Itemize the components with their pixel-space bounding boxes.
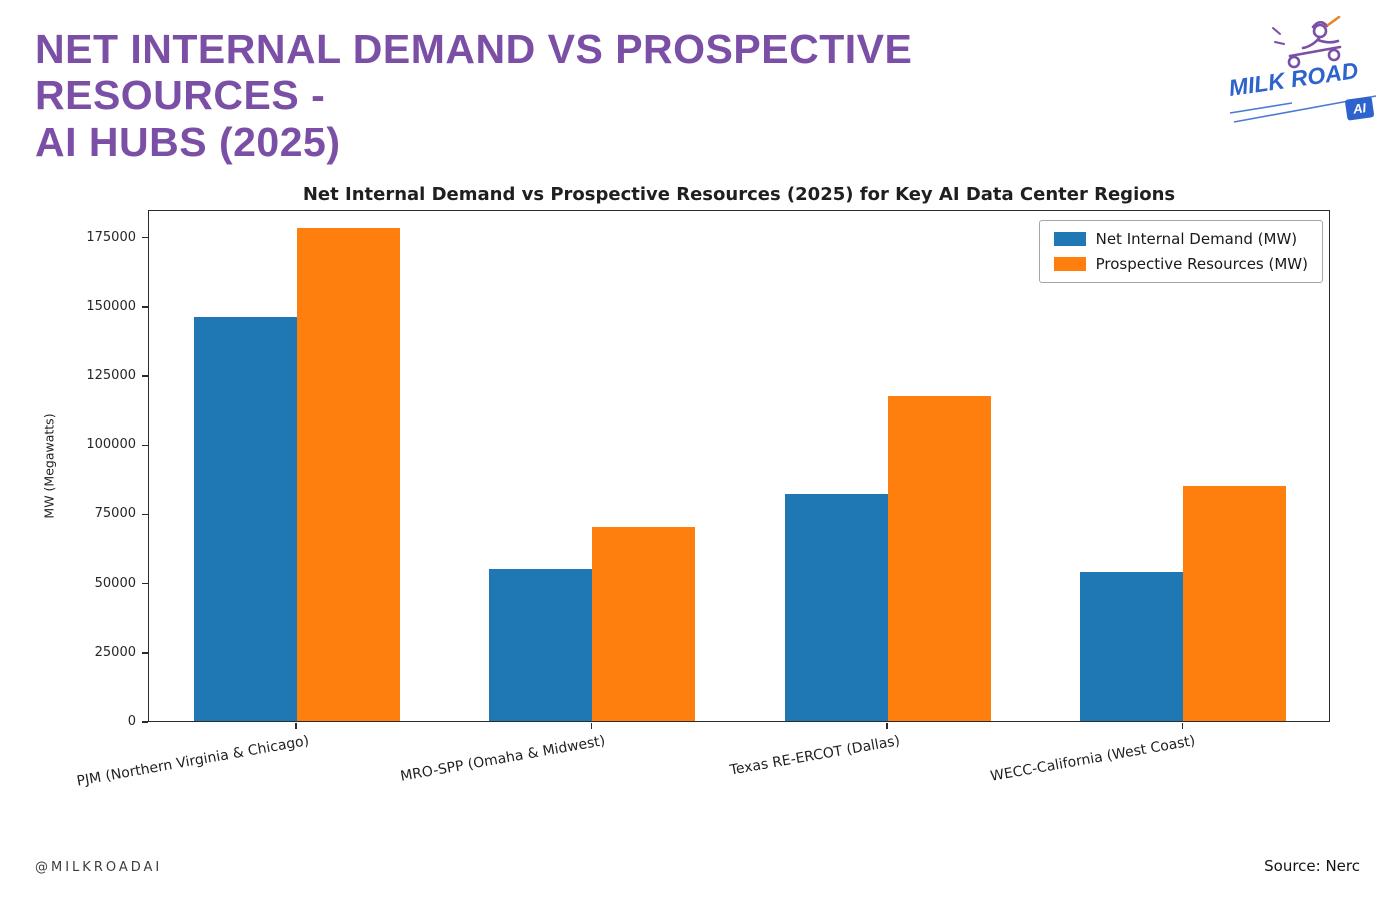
x-tick-label: PJM (Northern Virginia & Chicago) (75, 733, 311, 790)
logo-graphic: MILK ROAD AI (1227, 15, 1377, 123)
y-tick-label: 0 (127, 714, 136, 729)
y-tick-label: 75000 (94, 506, 136, 522)
source-note: Source: Nerc (1264, 857, 1360, 875)
page-title: NET INTERNAL DEMAND VS PROSPECTIVE RESOU… (35, 26, 1185, 165)
logo-ai-badge-text: AI (1351, 100, 1367, 117)
bar-demand-3 (1080, 571, 1184, 721)
y-tick-label: 50000 (94, 575, 136, 591)
y-tick-mark (142, 582, 148, 585)
legend-item-demand: Net Internal Demand (MW) (1053, 230, 1308, 248)
y-tick-mark (142, 236, 148, 239)
legend-item-resources: Prospective Resources (MW) (1053, 255, 1308, 273)
logo-wordmark: MILK ROAD (1228, 57, 1360, 101)
legend-label-resources: Prospective Resources (MW) (1095, 255, 1308, 273)
x-tick-label: MRO-SPP (Omaha & Midwest) (398, 733, 606, 785)
legend-swatch-demand (1053, 232, 1086, 246)
legend-swatch-resources (1053, 257, 1086, 271)
watermark-handle: @MILKROADAI (35, 860, 163, 875)
y-tick-label: 25000 (94, 644, 136, 660)
x-tick-mark (886, 723, 888, 729)
y-tick-mark (142, 652, 148, 654)
page-title-line2: AI HUBS (2025) (35, 118, 341, 165)
y-tick-label: 125000 (86, 368, 136, 384)
x-tick-label: WECC-California (West Coast) (989, 733, 1197, 785)
y-tick-label: 175000 (86, 229, 136, 245)
legend-label-demand: Net Internal Demand (MW) (1095, 230, 1298, 248)
chart-title: Net Internal Demand vs Prospective Resou… (302, 184, 1176, 205)
logo-doodle-accent (1326, 15, 1341, 27)
x-tick-label: Texas RE-ERCOT (Dallas) (728, 733, 902, 779)
bar-demand-1 (489, 568, 593, 721)
y-tick-label: 150000 (86, 298, 136, 314)
x-tick-mark (590, 723, 592, 729)
bar-demand-2 (784, 494, 888, 721)
x-axis-ticks: PJM (Northern Virginia & Chicago) MRO-SPP… (76, 723, 1330, 807)
milk-road-ai-logo: MILK ROAD AI (1227, 15, 1380, 130)
logo-underline-strokes (1229, 95, 1377, 123)
logo-ai-badge: AI (1345, 96, 1375, 121)
y-tick-mark (142, 721, 148, 723)
page-title-line1: NET INTERNAL DEMAND VS PROSPECTIVE RESOU… (35, 26, 913, 119)
legend: Net Internal Demand (MW) Prospective Res… (1038, 220, 1323, 283)
bar-demand-0 (193, 316, 297, 721)
logo-doodle-icon (1272, 20, 1342, 69)
x-tick-mark (1181, 723, 1183, 729)
bar-resources-2 (887, 395, 991, 721)
y-axis-ticks: 0 25000 50000 75000 100000 125000 150000 175000 (35, 210, 148, 729)
y-tick-mark (142, 513, 148, 516)
plot-area: Net Internal Demand (MW) Prospective Res… (148, 210, 1330, 722)
bar-resources-3 (1183, 485, 1287, 721)
y-tick-label: 100000 (86, 437, 136, 453)
y-tick-mark (142, 444, 148, 446)
y-tick-mark (142, 375, 148, 377)
bar-resources-1 (592, 527, 696, 721)
x-tick-mark (295, 723, 297, 729)
chart-figure: Net Internal Demand vs Prospective Resou… (35, 182, 1345, 807)
bar-resources-0 (296, 228, 400, 721)
y-tick-mark (142, 306, 148, 308)
